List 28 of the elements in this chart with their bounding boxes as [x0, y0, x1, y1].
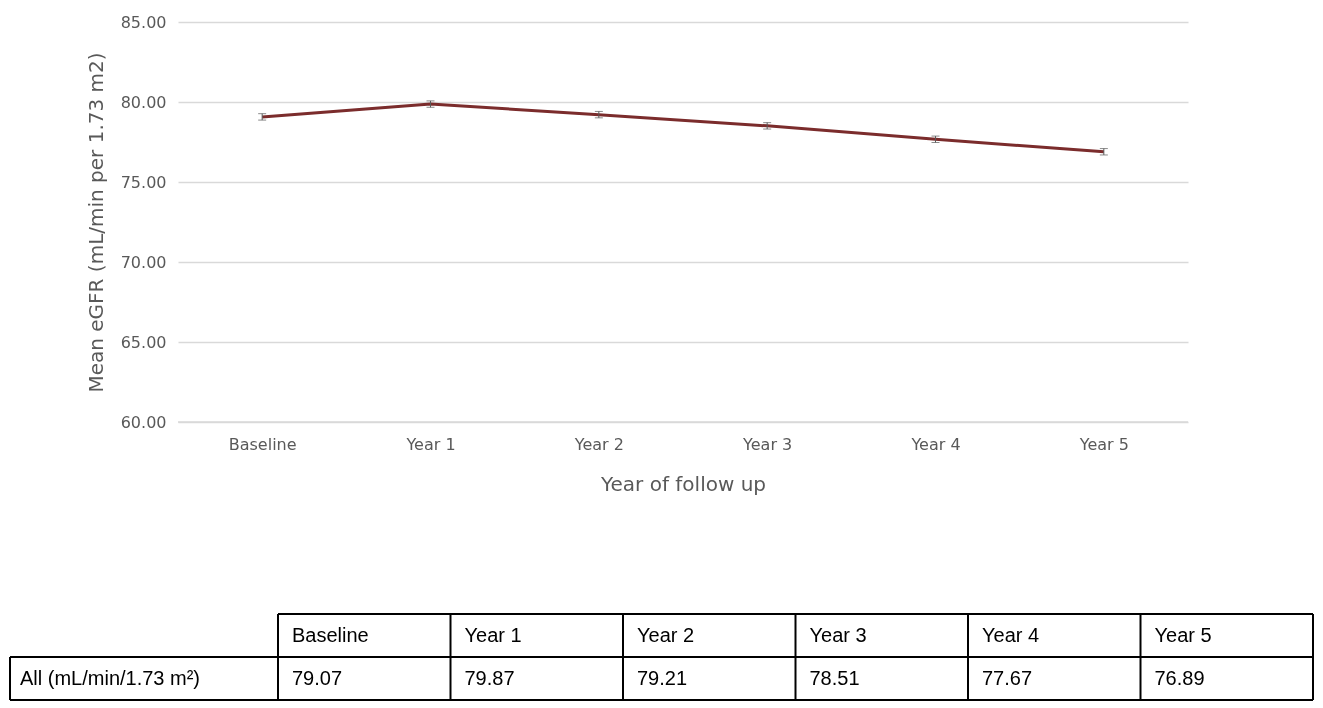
y-tick-label: 75.00: [120, 172, 167, 192]
data-label: 79.21: [637, 666, 688, 689]
category-label: Year 1: [464, 623, 522, 646]
y-axis-title: Mean eGFR (mL/min per 1.73 m2): [83, 52, 108, 393]
data-label: 79.07: [292, 666, 343, 689]
category-label: Year 5: [1154, 623, 1212, 646]
x-tick-label: Year 1: [405, 434, 456, 454]
category-label: Year 3: [809, 623, 867, 646]
y-tick-label: 60.00: [120, 412, 167, 432]
line-series: [260, 102, 1106, 154]
data-label: 78.51: [809, 666, 860, 689]
x-axis-title: Year of follow up: [599, 471, 767, 496]
x-tick-label: Year 4: [910, 434, 961, 454]
data-label: 76.89: [1154, 666, 1205, 689]
x-tick-label: Year 3: [742, 434, 793, 454]
category-label: Baseline: [292, 623, 369, 646]
y-tick-label: 85.00: [120, 12, 167, 32]
x-tick-label: Year 2: [573, 434, 624, 454]
text: All (mL/min/1.73 m²): [20, 666, 201, 689]
x-tick-label: Baseline: [228, 434, 297, 454]
category-label: Year 4: [982, 623, 1040, 646]
data-label: 79.87: [464, 666, 515, 689]
x-tick-label: Year 5: [1078, 434, 1129, 454]
y-tick-label: 70.00: [120, 252, 167, 272]
y-tick-label: 80.00: [120, 92, 167, 112]
category-label: Year 2: [637, 623, 695, 646]
y-tick-label: 65.00: [120, 332, 167, 352]
data-label: 77.67: [982, 666, 1033, 689]
